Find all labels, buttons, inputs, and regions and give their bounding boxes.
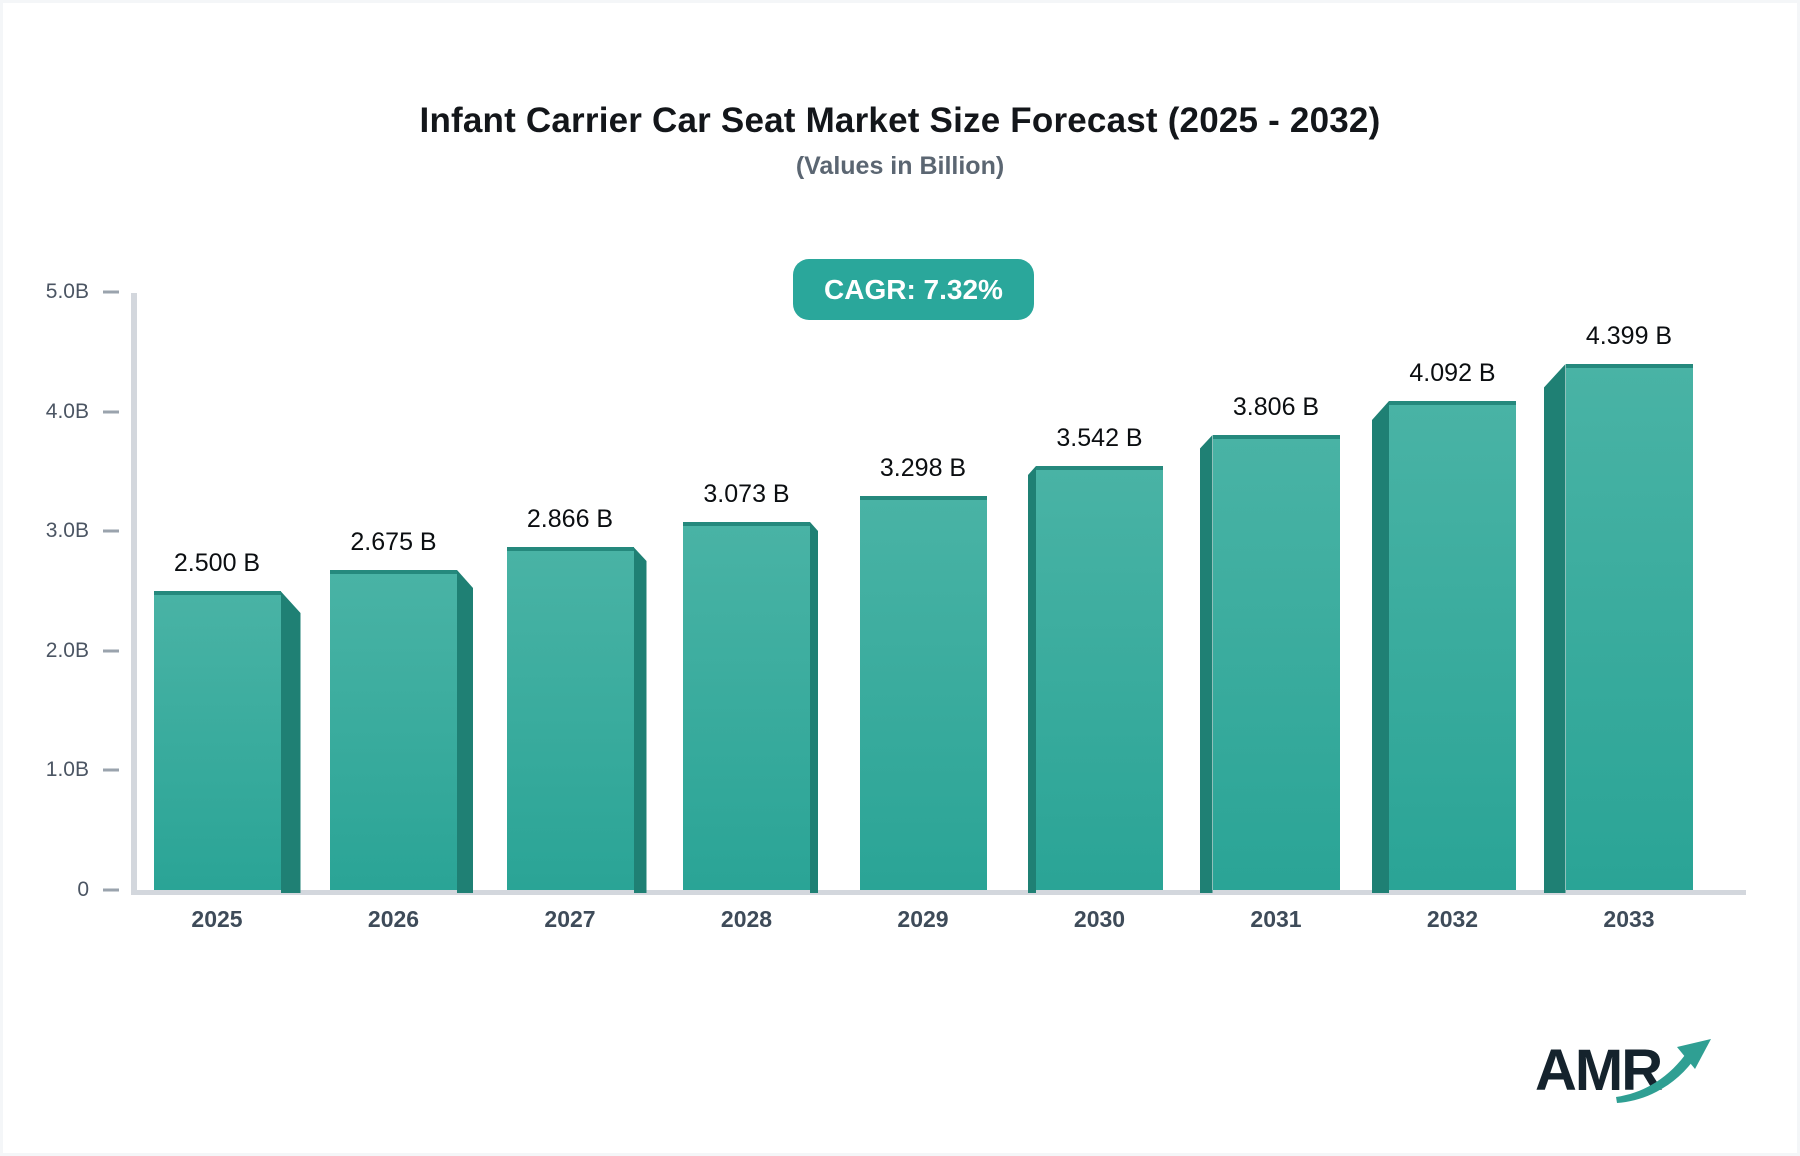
y-axis-tick-label: 0 — [77, 878, 89, 901]
y-axis-tick-mark — [103, 410, 119, 414]
bar-2031 — [1212, 435, 1340, 890]
y-axis-tick-mark — [103, 768, 119, 772]
x-axis-label-2032: 2032 — [1426, 906, 1479, 932]
bar-side-face — [810, 522, 818, 893]
bar-value-label: 3.073 B — [703, 480, 790, 508]
bar-side-face — [457, 570, 473, 893]
bar-value-label: 2.675 B — [350, 528, 437, 556]
bar-2028 — [683, 522, 810, 890]
y-axis-tick-mark — [103, 649, 119, 653]
bar-2032 — [1389, 401, 1516, 890]
bar-side-face — [1199, 435, 1213, 893]
bar-side-face — [1543, 364, 1566, 893]
bar-2026 — [330, 570, 457, 890]
x-axis-label-2030: 2030 — [1073, 906, 1126, 932]
bar-value-label: 3.542 B — [1056, 424, 1143, 452]
x-axis-baseline — [131, 890, 1746, 895]
bar-value-label: 4.092 B — [1409, 359, 1496, 387]
bar-value-label: 4.399 B — [1585, 322, 1673, 350]
y-axis-tick-mark — [103, 888, 119, 892]
x-axis-label-2029: 2029 — [897, 906, 949, 932]
bar-value-label: 2.500 B — [173, 549, 261, 577]
bar-2029 — [859, 496, 987, 890]
amr-logo: AMR — [1535, 1031, 1735, 1111]
bar-side-face — [280, 591, 301, 893]
bar-side-face — [1372, 401, 1389, 893]
chart-subtitle: (Values in Billion) — [795, 152, 1005, 180]
x-axis-label-2026: 2026 — [367, 906, 420, 932]
bar-2033 — [1565, 364, 1693, 890]
x-axis-label-2033: 2033 — [1603, 906, 1655, 932]
y-axis-tick-label: 2.0B — [45, 638, 89, 662]
bar-2025 — [153, 591, 281, 890]
x-axis-label-2028: 2028 — [720, 906, 773, 932]
bar-value-label: 3.298 B — [879, 454, 967, 482]
bar-value-label: 3.806 B — [1232, 393, 1320, 421]
chart-title: Infant Carrier Car Seat Market Size Fore… — [419, 101, 1381, 140]
x-axis-label-2031: 2031 — [1250, 906, 1302, 932]
cagr-badge: CAGR: 7.32% — [793, 259, 1034, 320]
y-axis-tick-label: 3.0B — [45, 519, 89, 543]
y-axis-tick-label: 1.0B — [45, 758, 89, 782]
bar-2027 — [506, 547, 634, 890]
x-axis-label-2027: 2027 — [544, 906, 596, 932]
bar-2030 — [1036, 466, 1163, 890]
y-axis-line — [131, 293, 137, 894]
amr-logo-arrow-icon — [1616, 1039, 1711, 1103]
bar-value-label: 2.866 B — [526, 505, 614, 533]
bar-side-face — [1028, 466, 1036, 893]
y-axis-tick-label: 4.0B — [45, 399, 89, 423]
y-axis-tick-mark — [103, 290, 119, 294]
x-axis-label-2025: 2025 — [191, 906, 243, 932]
y-axis-tick-label: 5.0B — [45, 280, 89, 303]
bar-side-face — [633, 547, 647, 893]
y-axis-tick-mark — [103, 529, 119, 533]
